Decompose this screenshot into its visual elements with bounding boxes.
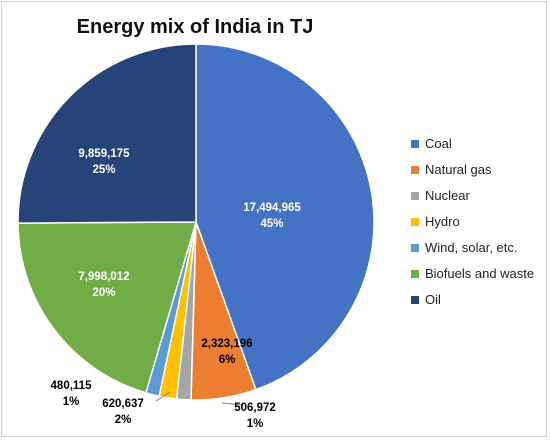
- legend-label: Coal: [425, 136, 452, 151]
- data-label-percent-coal: 45%: [260, 218, 283, 230]
- legend-label: Oil: [425, 292, 441, 307]
- data-label-percent-natural-gas: 6%: [219, 354, 236, 366]
- pie-slice-coal: [195, 43, 375, 391]
- data-label-percent-oil: 25%: [92, 164, 115, 176]
- legend-item-wind-solar-etc: Wind, solar, etc.: [400, 235, 546, 261]
- data-label-value-wind-solar-etc: 480,115: [51, 380, 93, 392]
- leader-line-nuclear: [221, 402, 244, 406]
- legend-swatch: [411, 140, 419, 148]
- legend-label: Hydro: [425, 214, 460, 229]
- legend-swatch: [411, 270, 419, 278]
- data-label-value-natural-gas: 2,323,196: [201, 338, 252, 350]
- legend-item-natural-gas: Natural gas: [400, 157, 546, 183]
- legend-item-coal: Coal: [400, 131, 546, 157]
- legend-item-nuclear: Nuclear: [400, 183, 546, 209]
- data-label-value-biofuels-and-waste: 7,998,012: [78, 271, 129, 283]
- data-label-percent-nuclear: 1%: [247, 418, 264, 430]
- legend-label: Biofuels and waste: [425, 266, 535, 281]
- legend-item-biofuels-and-waste: Biofuels and waste: [400, 261, 546, 287]
- data-label-percent-hydro: 2%: [115, 414, 132, 426]
- legend-swatch: [411, 218, 419, 226]
- pie-slice-biofuels-and-waste: [17, 221, 198, 394]
- legend-item-oil: Oil: [400, 287, 546, 313]
- legend-swatch: [411, 296, 419, 304]
- data-label-value-nuclear: 506,972: [234, 402, 276, 414]
- data-label-percent-biofuels-and-waste: 20%: [92, 287, 115, 299]
- data-label-value-oil: 9,859,175: [78, 148, 130, 160]
- chart-legend: Coal Natural gas Nuclear Hydro Wind, solar, …: [400, 131, 546, 313]
- data-label-percent-wind-solar-etc: 1%: [63, 396, 80, 408]
- legend-item-hydro: Hydro: [400, 209, 546, 235]
- leader-line-hydro: [155, 391, 171, 402]
- pie-slice-oil: [17, 43, 197, 224]
- legend-swatch: [411, 244, 419, 252]
- legend-label: Wind, solar, etc.: [425, 240, 518, 255]
- data-label-value-hydro: 620,637: [102, 398, 144, 410]
- legend-swatch: [411, 166, 419, 174]
- legend-swatch: [411, 192, 419, 200]
- chart-title: Energy mix of India in TJ: [76, 16, 314, 38]
- legend-label: Nuclear: [425, 188, 470, 203]
- legend-label: Natural gas: [425, 162, 492, 177]
- data-label-value-coal: 17,494,965: [243, 202, 301, 214]
